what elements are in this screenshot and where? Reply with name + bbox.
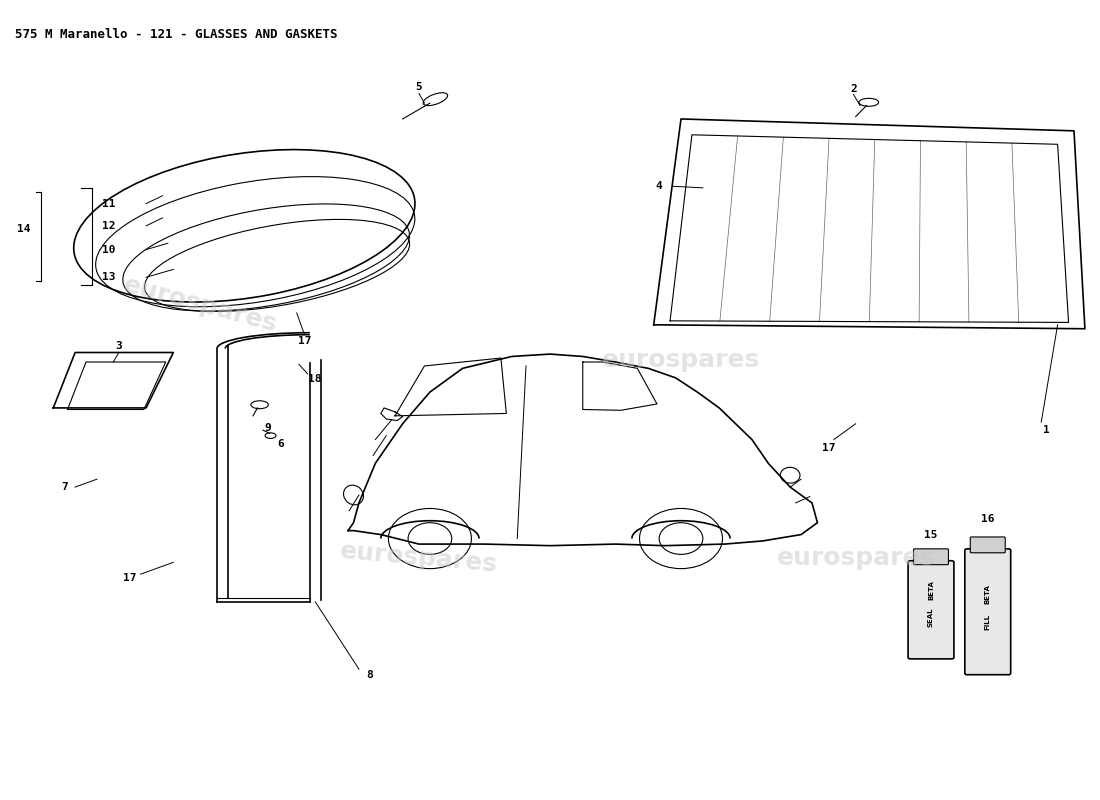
FancyBboxPatch shape	[909, 561, 954, 659]
FancyBboxPatch shape	[970, 537, 1005, 553]
Text: 575 M Maranello - 121 - GLASSES AND GASKETS: 575 M Maranello - 121 - GLASSES AND GASK…	[15, 28, 338, 41]
Text: SEAL: SEAL	[928, 608, 934, 627]
FancyBboxPatch shape	[913, 549, 948, 565]
Text: 10: 10	[102, 245, 116, 254]
Text: 17: 17	[123, 573, 136, 583]
Text: 2: 2	[850, 84, 857, 94]
Text: 8: 8	[366, 670, 373, 681]
Text: 16: 16	[981, 514, 994, 524]
Text: 7: 7	[60, 482, 67, 492]
Text: 4: 4	[656, 182, 662, 191]
Text: eurospares: eurospares	[777, 546, 935, 570]
Text: 17: 17	[298, 336, 311, 346]
Text: 1: 1	[1043, 425, 1050, 435]
Text: 18: 18	[308, 374, 321, 384]
Text: 9: 9	[264, 422, 271, 433]
Text: 5: 5	[416, 82, 422, 92]
Text: 12: 12	[102, 221, 116, 231]
Text: 17: 17	[822, 442, 835, 453]
Text: eurospares: eurospares	[602, 349, 760, 373]
Text: 15: 15	[924, 530, 937, 540]
Text: BETA: BETA	[984, 584, 991, 604]
Text: 14: 14	[18, 224, 31, 234]
Text: 13: 13	[102, 272, 116, 282]
Text: 6: 6	[277, 438, 284, 449]
Text: eurospares: eurospares	[339, 539, 499, 577]
FancyBboxPatch shape	[965, 549, 1011, 674]
Text: FILL: FILL	[984, 614, 991, 630]
Text: eurospares: eurospares	[121, 273, 280, 337]
Text: 11: 11	[102, 198, 116, 209]
Text: 3: 3	[116, 341, 122, 351]
Text: BETA: BETA	[928, 580, 934, 600]
